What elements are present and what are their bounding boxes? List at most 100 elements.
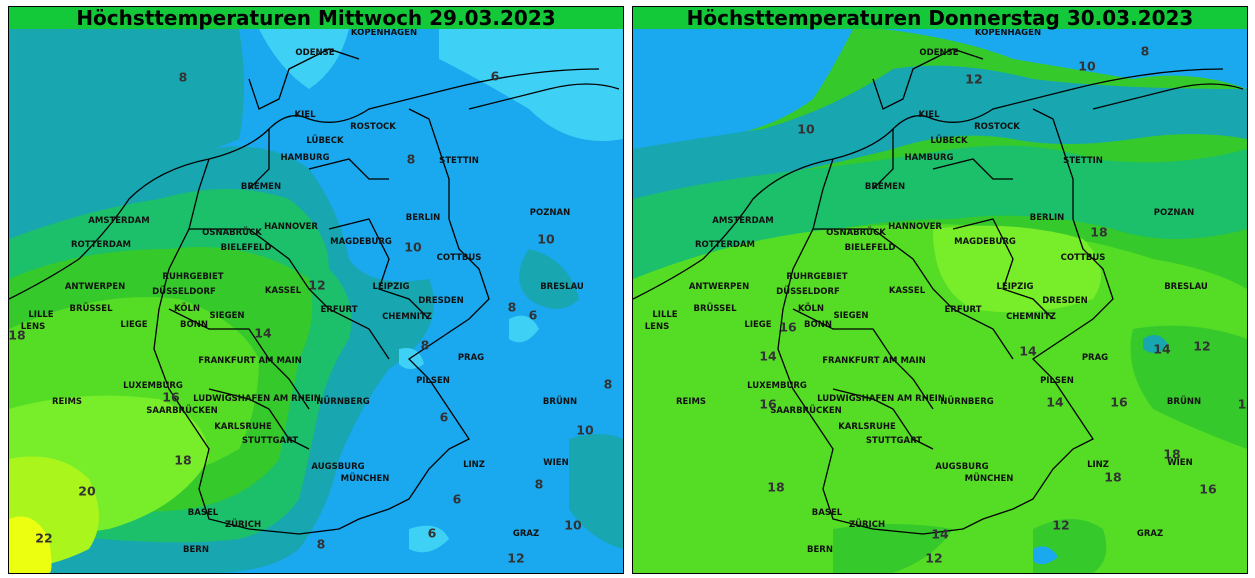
city-label: BRESLAU (540, 282, 584, 292)
city-label: KARLSRUHE (838, 422, 896, 432)
city-label: BREMEN (240, 182, 282, 192)
city-label: RUHRGEBIET (786, 272, 848, 282)
city-label: LUXEMBURG (747, 381, 807, 391)
map-panel-wednesday: Höchsttemperaturen Mittwoch 29.03.2023 (8, 6, 624, 574)
city-label: STUTTGART (865, 436, 923, 446)
city-label: BIELEFELD (220, 243, 272, 253)
temperature-value: 1 (1237, 396, 1247, 412)
city-label: AUGSBURG (935, 462, 989, 472)
city-label: LIEGE (120, 320, 148, 330)
temperature-value: 18 (8, 327, 26, 343)
temperature-value: 14 (1046, 394, 1064, 410)
city-label: MÜNCHEN (340, 474, 390, 484)
temperature-value: 8 (316, 536, 326, 552)
city-label: STETTIN (1063, 156, 1103, 166)
panel-title: Höchsttemperaturen Mittwoch 29.03.2023 (9, 7, 623, 29)
city-label: ZÜRICH (224, 520, 262, 530)
city-label: POZNAN (1153, 208, 1195, 218)
temperature-value: 8 (178, 69, 188, 85)
temperature-value: 6 (427, 525, 437, 541)
city-label: COTTBUS (436, 253, 482, 263)
city-label: KÖLN (798, 304, 824, 314)
temperature-value: 14 (1153, 341, 1171, 357)
temperature-value: 6 (490, 68, 500, 84)
city-label: STUTTGART (241, 436, 299, 446)
temperature-value: 10 (537, 231, 555, 247)
city-label: KOPENHAGEN (974, 28, 1042, 38)
temperature-value: 8 (420, 337, 430, 353)
temperature-value: 10 (564, 517, 582, 533)
city-label: BRÜNN (1166, 397, 1202, 407)
city-label: WIEN (543, 458, 569, 468)
temperature-value: 18 (1104, 469, 1122, 485)
city-label: ODENSE (295, 48, 335, 58)
city-label: ROSTOCK (350, 122, 396, 132)
city-label: PILSEN (1040, 376, 1074, 386)
city-label: LENS (20, 322, 46, 332)
temperature-value: 10 (576, 422, 594, 438)
city-label: REIMS (675, 397, 707, 407)
temperature-value: 12 (1052, 517, 1070, 533)
city-label: FRANKFURT AM MAIN (822, 356, 926, 366)
temperature-map (9, 29, 623, 573)
city-label: BASEL (187, 508, 219, 518)
temperature-value: 12 (965, 71, 983, 87)
city-label: OSNABRÜCK (202, 228, 262, 238)
temperature-value: 12 (308, 277, 326, 293)
city-label: LÜBECK (306, 136, 344, 146)
city-label: HAMBURG (904, 153, 954, 163)
city-label: KARLSRUHE (214, 422, 272, 432)
city-label: KASSEL (888, 286, 926, 296)
city-label: LEIPZIG (372, 282, 410, 292)
temperature-map (633, 29, 1247, 573)
panel-title: Höchsttemperaturen Donnerstag 30.03.2023 (633, 7, 1247, 29)
temperature-value: 14 (254, 325, 272, 341)
city-label: ROTTERDAM (70, 240, 132, 250)
city-label: BERLIN (405, 213, 441, 223)
temperature-value: 8 (534, 476, 544, 492)
city-label: DÜSSELDORF (776, 287, 840, 297)
city-label: STETTIN (439, 156, 479, 166)
city-label: AUGSBURG (311, 462, 365, 472)
city-label: BERN (807, 545, 833, 555)
city-label: KOPENHAGEN (350, 28, 418, 38)
temperature-value: 6 (439, 409, 449, 425)
city-label: LIEGE (744, 320, 772, 330)
city-label: BRÜSSEL (69, 304, 113, 314)
city-label: LILLE (28, 310, 54, 320)
city-label: REIMS (51, 397, 83, 407)
city-label: KASSEL (264, 286, 302, 296)
city-label: CHEMNITZ (1006, 312, 1056, 322)
city-label: HANNOVER (888, 222, 942, 232)
temperature-value: 14 (1019, 343, 1037, 359)
temperature-value: 12 (965, 71, 983, 87)
temperature-value: 18 (174, 452, 192, 468)
city-label: LEIPZIG (996, 282, 1034, 292)
temperature-value: 22 (35, 530, 53, 546)
temperature-value: 12 (507, 550, 525, 566)
city-label: MÜNCHEN (964, 474, 1014, 484)
temperature-value: 10 (404, 239, 422, 255)
city-label: PILSEN (416, 376, 450, 386)
city-label: HANNOVER (264, 222, 318, 232)
city-label: ROTTERDAM (694, 240, 756, 250)
temperature-value: 16 (779, 319, 797, 335)
city-label: LINZ (463, 460, 485, 470)
city-label: KIEL (918, 110, 940, 120)
temperature-value: 6 (452, 491, 462, 507)
city-label: SAARBRÜCKEN (770, 406, 842, 416)
city-label: WIEN (1167, 458, 1193, 468)
city-label: LUDWIGSHAFEN AM RHEIN (817, 394, 945, 404)
city-label: BONN (180, 320, 208, 330)
city-label: FRANKFURT AM MAIN (198, 356, 302, 366)
city-label: DRESDEN (418, 296, 464, 306)
city-label: LÜBECK (930, 136, 968, 146)
temperature-value: 8 (1140, 43, 1150, 59)
temperature-value: 14 (931, 526, 949, 542)
temperature-value: 18 (767, 479, 785, 495)
temperature-value: 12 (1193, 338, 1211, 354)
city-label: MAGDEBURG (954, 237, 1016, 247)
city-label: ZÜRICH (848, 520, 886, 530)
city-label: LUDWIGSHAFEN AM RHEIN (193, 394, 321, 404)
city-label: DÜSSELDORF (152, 287, 216, 297)
